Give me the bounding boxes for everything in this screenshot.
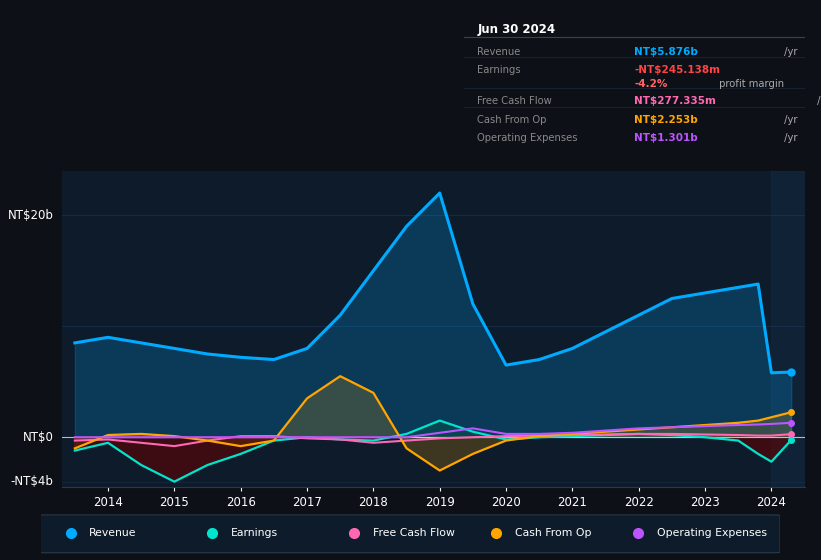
Text: -NT$245.138m: -NT$245.138m xyxy=(635,66,720,76)
Bar xyxy=(772,171,805,487)
Text: Revenue: Revenue xyxy=(478,46,521,57)
Text: -NT$4b: -NT$4b xyxy=(11,475,53,488)
Text: Free Cash Flow: Free Cash Flow xyxy=(478,96,553,106)
Text: NT$2.253b: NT$2.253b xyxy=(635,115,698,125)
Text: /yr: /yr xyxy=(782,133,798,143)
Text: Operating Expenses: Operating Expenses xyxy=(478,133,578,143)
Text: NT$0: NT$0 xyxy=(23,431,53,444)
Text: Jun 30 2024: Jun 30 2024 xyxy=(478,24,556,36)
Text: Revenue: Revenue xyxy=(89,529,136,538)
Text: Operating Expenses: Operating Expenses xyxy=(657,529,767,538)
Text: NT$5.876b: NT$5.876b xyxy=(635,46,698,57)
Text: Free Cash Flow: Free Cash Flow xyxy=(373,529,455,538)
Text: NT$277.335m: NT$277.335m xyxy=(635,96,716,106)
FancyBboxPatch shape xyxy=(34,515,780,553)
Text: /yr: /yr xyxy=(782,46,798,57)
Text: NT$20b: NT$20b xyxy=(7,209,53,222)
Text: NT$1.301b: NT$1.301b xyxy=(635,133,698,143)
Text: profit margin: profit margin xyxy=(716,79,784,89)
Text: Earnings: Earnings xyxy=(478,66,521,76)
Text: -4.2%: -4.2% xyxy=(635,79,667,89)
Text: Earnings: Earnings xyxy=(231,529,278,538)
Text: /yr: /yr xyxy=(782,115,798,125)
Text: Cash From Op: Cash From Op xyxy=(478,115,547,125)
Text: Cash From Op: Cash From Op xyxy=(515,529,591,538)
Text: /yr: /yr xyxy=(814,96,821,106)
